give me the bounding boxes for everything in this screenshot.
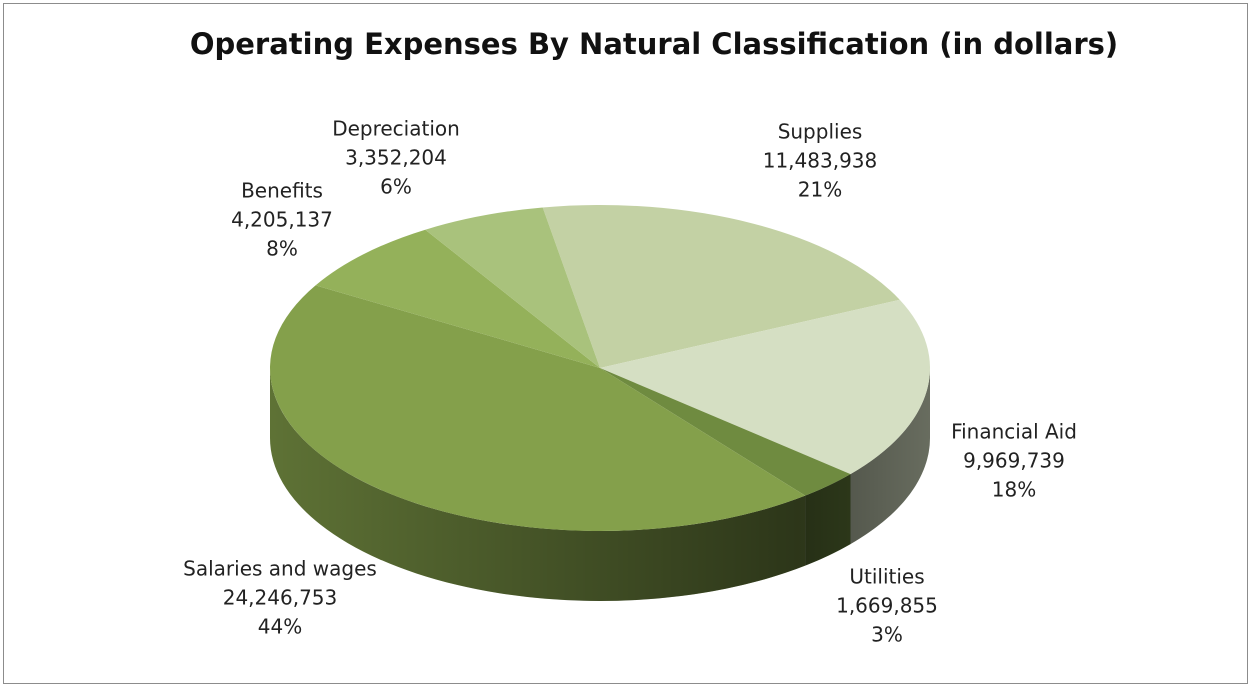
value-label: 24,246,753 (223, 586, 338, 610)
percent-label: 3% (871, 623, 903, 647)
slice (425, 207, 600, 368)
value-label: 3,352,204 (345, 146, 447, 170)
value-label: 11,483,938 (763, 149, 878, 173)
slice (270, 285, 806, 532)
slice (600, 299, 931, 475)
slice-label: Financial Aid (951, 420, 1077, 444)
slice (600, 368, 851, 496)
percent-label: 18% (992, 478, 1036, 502)
percent-label: 6% (380, 175, 412, 199)
slice-label: Supplies (778, 120, 863, 144)
percent-label: 44% (258, 615, 302, 639)
value-label: 1,669,855 (836, 594, 938, 618)
percent-label: 8% (266, 237, 298, 261)
slice (315, 229, 600, 368)
chart-title: Operating Expenses By Natural Classifica… (190, 27, 1118, 61)
side-shade (270, 368, 930, 601)
value-label: 9,969,739 (963, 449, 1065, 473)
slice-label: Depreciation (332, 117, 460, 141)
percent-label: 21% (798, 178, 842, 202)
slice-label: Benefits (241, 179, 323, 203)
value-label: 4,205,137 (231, 208, 333, 232)
slice-label: Salaries and wages (183, 557, 377, 581)
slice (542, 205, 900, 368)
slice-label: Utilities (849, 565, 924, 589)
